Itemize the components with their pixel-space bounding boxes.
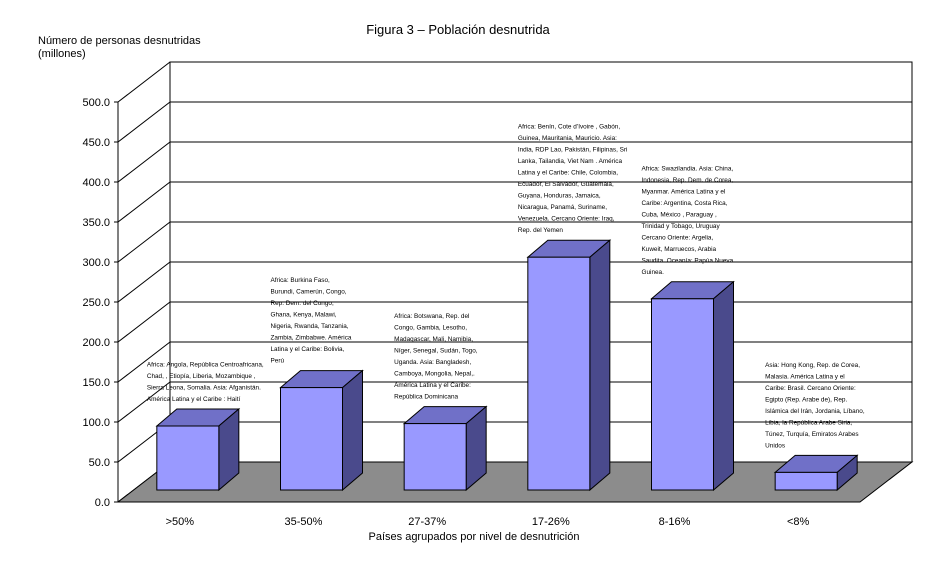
bar bbox=[403, 423, 467, 491]
annotation-line: Guinea. bbox=[642, 269, 665, 276]
annotation-line: Islámica del Irán, Jordania, Líbano, bbox=[765, 408, 865, 415]
annotation-line: República Dominicana bbox=[394, 394, 458, 401]
y-axis-label-line1: Número de personas desnutridas bbox=[38, 35, 201, 47]
x-axis-label: Países agrupados por nivel de desnutrici… bbox=[369, 531, 580, 543]
side-gridline bbox=[117, 101, 171, 143]
annotation-line: Túnez, Turquía, Emiratos Arabes bbox=[765, 431, 858, 438]
annotation-line: Lanka, Tailandia, Viet Nam . América bbox=[518, 158, 623, 165]
annotation-line: América Latina y el Caribe: bbox=[394, 382, 471, 389]
annotation-line: Guinea, Mauritania, Mauricio. Asia: bbox=[518, 135, 617, 142]
bar-side bbox=[589, 239, 611, 492]
annotation-line: Africa: Botswana, Rep. del bbox=[394, 313, 469, 320]
annotation-line: Africa: Swazilandia. Asia: China, bbox=[642, 165, 734, 172]
annotation-line: Latina y el Caribe: Chile, Colombia, bbox=[518, 170, 618, 177]
x-tick-label: >50% bbox=[166, 516, 195, 528]
x-tick-label: 17-26% bbox=[532, 516, 570, 528]
bar bbox=[527, 256, 591, 491]
y-tick-label: 150.0 bbox=[82, 377, 110, 389]
annotation-line: Camboya, Mongolia, Nepal,. bbox=[394, 371, 475, 378]
annotation-line: Caribe: Brasil. Cercano Oriente: bbox=[765, 385, 856, 392]
bar bbox=[156, 425, 220, 491]
annotation-line: Caribe: Argentina, Costa Rica, bbox=[642, 200, 728, 207]
side-gridline bbox=[117, 381, 171, 423]
side-gridline bbox=[117, 341, 171, 383]
bar-side bbox=[713, 280, 734, 492]
side-gridline bbox=[117, 261, 171, 303]
y-tick-label: 100.0 bbox=[82, 417, 110, 429]
y-tick-label: 50.0 bbox=[89, 457, 110, 469]
bar bbox=[280, 387, 343, 491]
bar-group bbox=[773, 454, 859, 492]
side-gridline bbox=[117, 221, 171, 263]
annotation-line: Unidos bbox=[765, 442, 785, 449]
bar-group bbox=[402, 405, 488, 492]
chart-title: Figura 3 – Población desnutrida bbox=[366, 22, 550, 37]
annotation-line: Indonesia, Rep. Dem. de Corea, bbox=[642, 177, 734, 184]
annotation-line: Sierra Leona, Somalia. Asia: Afganistán. bbox=[147, 385, 261, 392]
annotation-line: Chad, , Etiopía, Liberia, Mozambique , bbox=[147, 373, 256, 380]
annotation-line: Nicaragua, Panamá, Suriname, bbox=[518, 204, 607, 211]
annotation-line: Cuba, México , Paraguay , bbox=[642, 211, 718, 218]
y-tick-label: 0.0 bbox=[95, 497, 110, 509]
annotation-line: Níger, Senegal, Sudán, Togo, bbox=[394, 348, 478, 355]
annotation-line: Africa: Benín, Cote d’Ivoire , Gabón, bbox=[518, 124, 621, 131]
x-tick-label: 27-37% bbox=[408, 516, 446, 528]
annotation-line: Madagascar, Mali, Namibia, bbox=[394, 336, 473, 343]
annotation-line: Libia, la República Arabe Siria, bbox=[765, 419, 852, 426]
bar-side bbox=[342, 369, 363, 492]
bar-group bbox=[526, 239, 612, 492]
annotation-line: Guyana, Honduras, Jamaica, bbox=[518, 193, 601, 200]
annotation-line: Nigeria, Rwanda, Tanzania, bbox=[271, 323, 349, 330]
annotation-line: Trinidad y Tobago, Uruguay bbox=[642, 223, 721, 230]
annotation-line: Ecuador, El Salvador, Guatemala, bbox=[518, 181, 614, 188]
y-tick-label: 250.0 bbox=[82, 297, 110, 309]
y-tick-label: 400.0 bbox=[82, 177, 110, 189]
side-gridline bbox=[117, 181, 171, 223]
plot-area: 0.0 50.0 100.0 150.0 200.0 250.0 300.0 350.0 400… bbox=[82, 61, 914, 528]
x-tick-label: <8% bbox=[787, 516, 810, 528]
side-gridline bbox=[117, 141, 171, 183]
y-tick-label: 200.0 bbox=[82, 337, 110, 349]
annotation-line: América Latina y el Caribe : Haití bbox=[147, 396, 241, 403]
side-gridline bbox=[117, 301, 171, 343]
annotation-line: Egipto (Rep. Arabe de), Rep. bbox=[765, 396, 847, 403]
annotation-line: Africa: Angola, República Centroafricana… bbox=[147, 362, 264, 369]
bar-group bbox=[155, 407, 241, 492]
annotation-line: Ghana, Kenya, Malawi, bbox=[271, 312, 337, 319]
annotation-line: Rep. Dem. del Congo, bbox=[271, 300, 334, 307]
side-gridline bbox=[117, 61, 171, 103]
bar-group bbox=[279, 369, 364, 492]
annotation-line: Congo, Gambia, Lesotho, bbox=[394, 325, 467, 332]
annotation-line: Kuweit, Marruecos, Arabia bbox=[642, 246, 717, 253]
annotation-line: Saudita. Oceanía: Papúa Nueva bbox=[642, 257, 734, 264]
annotation-line: Myanmar. América Latina y el bbox=[642, 188, 726, 195]
annotation-line: Africa: Burkina Faso, bbox=[271, 277, 331, 284]
y-axis-label-line2: (millones) bbox=[38, 48, 86, 60]
bar-group bbox=[650, 280, 735, 492]
y-tick-label: 500.0 bbox=[82, 97, 110, 109]
annotation-line: Uganda. Asia: Bangladesh, bbox=[394, 359, 471, 366]
y-tick-label: 450.0 bbox=[82, 137, 110, 149]
annotation-line: Venezuela. Cercano Oriente: Iraq, bbox=[518, 216, 615, 223]
annotation-line: Cercano Oriente: Argelia, bbox=[642, 234, 714, 241]
annotation-line: Burundi, Camerún, Congo, bbox=[271, 289, 347, 296]
bar bbox=[651, 298, 714, 491]
x-tick-label: 8-16% bbox=[659, 516, 691, 528]
annotation-line: Malasia. América Latina y el bbox=[765, 373, 845, 380]
y-tick-label: 350.0 bbox=[82, 217, 110, 229]
y-tick-label: 300.0 bbox=[82, 257, 110, 269]
annotation-line: Rep. del Yemen bbox=[518, 227, 564, 234]
annotation-line: Asia: Hong Kong, Rep. de Corea, bbox=[765, 362, 860, 369]
x-tick-label: 35-50% bbox=[285, 516, 323, 528]
annotation-line: Zambia, Zimbabwe. América bbox=[271, 335, 352, 342]
annotation-line: India, RDP Lao, Pakistán, Filipinas, Sri bbox=[518, 147, 628, 154]
bar bbox=[774, 471, 838, 491]
annotation-line: Latina y el Caribe: Bolivia, bbox=[271, 346, 345, 353]
annotation-line: Perú bbox=[271, 358, 285, 365]
